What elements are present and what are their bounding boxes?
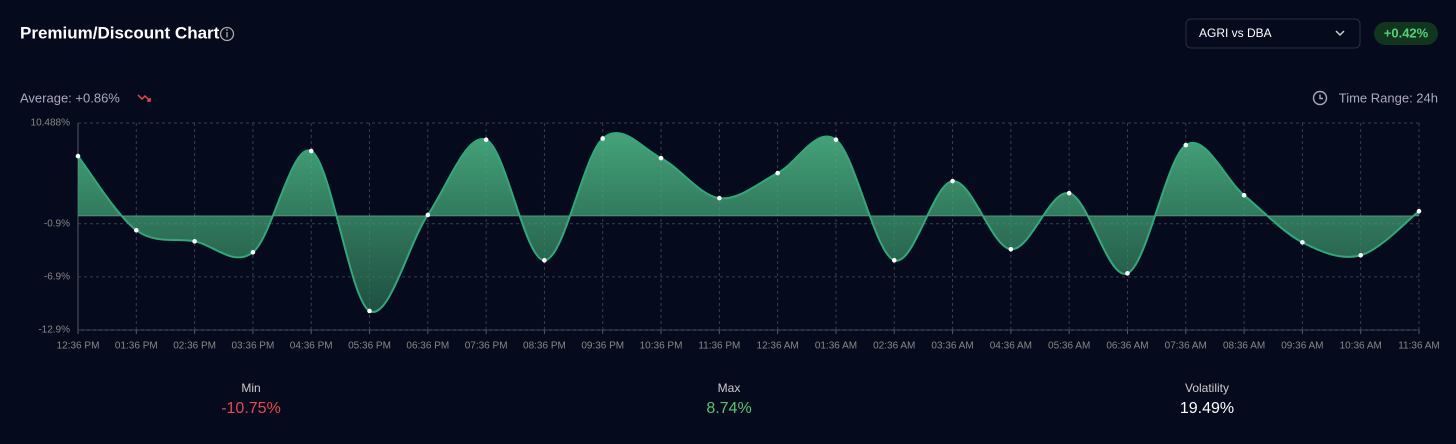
x-tick-label: 07:36 AM [1165, 341, 1207, 352]
x-tick-label: 09:36 AM [1281, 341, 1323, 352]
stat-value: -10.75% [221, 400, 281, 417]
point [75, 153, 81, 159]
point [134, 227, 139, 233]
x-tick-label: 03:36 AM [931, 341, 973, 352]
change-badge [1374, 22, 1438, 45]
x-tick-label: 08:36 AM [1223, 341, 1265, 352]
point [250, 249, 256, 255]
point [483, 137, 489, 143]
pair-select[interactable] [1185, 18, 1361, 49]
point [1416, 208, 1422, 214]
point [891, 258, 897, 263]
x-tick-label: 11:36 AM [1398, 341, 1440, 352]
point [1358, 253, 1363, 258]
point [833, 137, 839, 143]
x-tick-label: 08:36 PM [523, 341, 566, 352]
x-tick-label: 05:36 PM [348, 341, 391, 352]
point [1125, 271, 1130, 276]
x-tick-label: 02:36 AM [873, 341, 915, 352]
point [775, 170, 780, 176]
x-tick-label: 06:36 PM [406, 341, 449, 352]
stat-label: Max [718, 381, 741, 395]
y-tick-label: -6.9% [44, 272, 70, 283]
point [717, 195, 722, 201]
x-tick-label: 06:36 AM [1106, 341, 1148, 352]
point [308, 148, 314, 154]
stat-label: Min [241, 381, 260, 395]
y-tick-label: -12.9% [38, 325, 70, 336]
point [542, 258, 547, 263]
x-tick-label: 10:36 AM [1340, 341, 1382, 352]
x-tick-label: 05:36 AM [1048, 341, 1090, 352]
point [950, 178, 955, 184]
clock-icon [1312, 90, 1328, 106]
x-tick-label: 10:36 PM [640, 341, 683, 352]
x-tick-label: 07:36 PM [465, 341, 508, 352]
x-tick-label: 03:36 PM [232, 341, 275, 352]
y-tick-label: 10.488% [31, 118, 71, 129]
stat-value: 8.74% [706, 400, 751, 417]
point [658, 155, 664, 161]
point [367, 308, 372, 314]
area-fill [78, 132, 1419, 312]
pair-label[interactable]: AGRI vs DBA [1199, 26, 1272, 40]
stat-label: Volatility [1185, 381, 1229, 395]
title: Premium/Discount Chart [20, 23, 220, 42]
x-tick-label: 01:36 PM [115, 341, 158, 352]
chevron [1335, 30, 1345, 37]
x-tick-label: 11:36 PM [698, 341, 740, 352]
point [1008, 246, 1014, 252]
point [425, 212, 431, 218]
point [192, 239, 197, 244]
average: Average: +0.86% [20, 90, 120, 105]
x-tick-label: 09:36 PM [581, 341, 624, 352]
x-tick-label: 04:36 PM [290, 341, 333, 352]
info-icon[interactable] [219, 26, 235, 42]
x-tick-label: 12:36 PM [57, 341, 100, 352]
point [1066, 190, 1072, 196]
point [1183, 142, 1189, 148]
x-tick-label: 01:36 AM [815, 341, 857, 352]
trend-icon [137, 94, 151, 102]
plot: -12.9% -6.9% -0.9% 10.488% 12:36 PM 01:36 PM 0… [31, 118, 1440, 352]
point [1241, 192, 1247, 198]
change-value: +0.42% [1384, 25, 1429, 40]
x-tick-label: 04:36 AM [990, 341, 1032, 352]
stat-value: 19.49% [1180, 400, 1234, 417]
x-tick-label: 02:36 PM [173, 341, 216, 352]
time-range: Time Range: 24h [1339, 90, 1438, 105]
y-tick-label: -0.9% [44, 218, 70, 229]
point [600, 136, 606, 141]
x-tick-label: 12:36 AM [757, 341, 799, 352]
point [1300, 240, 1305, 245]
